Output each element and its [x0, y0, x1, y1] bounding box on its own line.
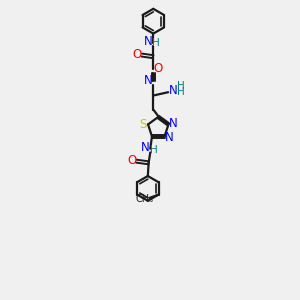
Text: N: N [165, 131, 174, 144]
Text: H: H [177, 87, 184, 97]
Text: N: N [168, 84, 177, 98]
Text: O: O [153, 62, 163, 75]
Text: N: N [144, 74, 153, 87]
Text: H: H [150, 145, 158, 154]
Text: H: H [177, 81, 184, 92]
Text: O: O [133, 48, 142, 61]
Text: S: S [140, 118, 147, 131]
Text: H: H [152, 38, 160, 49]
Text: N: N [141, 142, 150, 154]
Text: N: N [144, 35, 152, 48]
Text: N: N [169, 117, 178, 130]
Text: O: O [127, 154, 136, 167]
Text: CH₃: CH₃ [136, 194, 154, 204]
